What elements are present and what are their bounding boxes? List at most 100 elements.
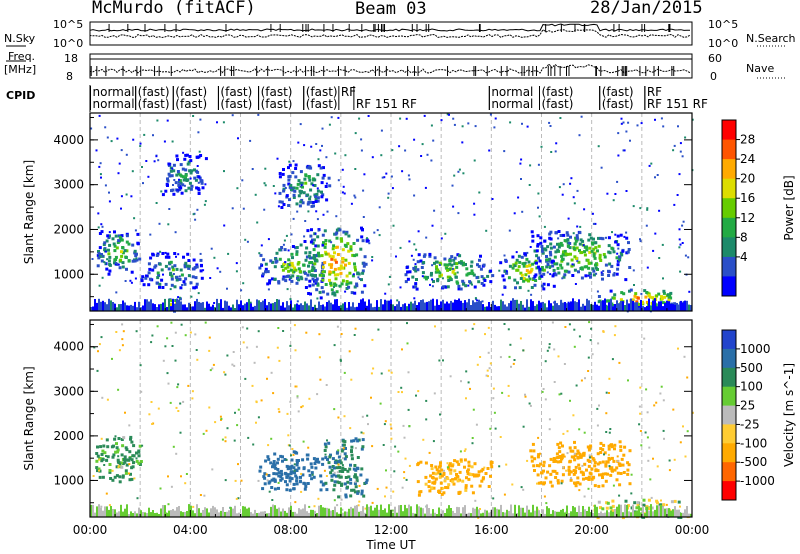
velocity-pixel [613, 447, 616, 451]
power-pixel [433, 261, 436, 265]
velocity-noise-pixel [415, 394, 417, 397]
power-pixel [339, 271, 343, 275]
power-noise-pixel [597, 145, 600, 148]
x-tick-label: 08:00 [273, 523, 308, 537]
velocity-ground-pixel [632, 504, 634, 517]
velocity-pixel [310, 477, 314, 481]
power-pixel [313, 178, 317, 182]
velocity-pixel [267, 457, 271, 461]
power-pixel [600, 273, 604, 276]
velocity-noise-pixel [191, 390, 194, 393]
velocity-noise-pixel [603, 453, 605, 456]
velocity-ground-pixel [208, 512, 210, 517]
velocity-pixel [360, 489, 364, 493]
power-noise-pixel [407, 174, 410, 177]
power-ground-pixel [204, 307, 206, 311]
power-pixel [304, 258, 308, 262]
cpid-label: (fast) [175, 97, 207, 111]
power-noise-pixel [391, 187, 394, 190]
power-ground-pixel [654, 298, 656, 311]
power-pixel [663, 295, 667, 299]
power-noise-pixel [159, 250, 162, 253]
velocity-noise-pixel [660, 385, 663, 388]
velocity-ground-pixel [134, 511, 136, 517]
power-ground-pixel [486, 306, 488, 311]
power-ground-pixel [440, 301, 442, 311]
power-noise-pixel [530, 293, 533, 296]
velocity-noise-pixel [463, 450, 466, 452]
power-ground-pixel [582, 303, 584, 311]
power-pixel [475, 276, 479, 280]
power-ground-pixel [404, 303, 406, 311]
power-pixel [328, 270, 332, 274]
power-pixel [173, 252, 177, 255]
velocity-pixel [287, 465, 291, 469]
power-ground-pixel [666, 300, 668, 311]
velocity-noise-pixel [219, 415, 222, 418]
velocity-pixel [561, 444, 564, 448]
power-pixel [145, 274, 148, 278]
power-pixel [552, 284, 556, 288]
power-pixel [100, 259, 104, 263]
velocity-noise-pixel [135, 330, 138, 333]
velocity-pixel [428, 489, 432, 493]
power-noise-pixel [561, 193, 564, 196]
velocity-noise-pixel [382, 444, 385, 446]
power-pixel [180, 174, 184, 178]
power-noise-pixel [580, 115, 583, 118]
velocity-noise-pixel [663, 437, 665, 440]
velocity-noise-pixel [380, 372, 383, 375]
panel-frames [6, 21, 786, 79]
power-ground-pixel [678, 304, 680, 311]
velocity-noise-pixel [302, 440, 305, 443]
velocity-ground-pixel [470, 513, 472, 517]
power-ground-pixel [284, 307, 286, 311]
velocity-pixel [120, 453, 124, 457]
power-pixel [329, 283, 333, 287]
power-pixel [568, 246, 572, 250]
power-colorbar-swatch [722, 139, 736, 160]
velocity-noise-pixel [159, 487, 162, 490]
power-pixel [281, 277, 285, 281]
velocity-noise-pixel [545, 502, 548, 505]
velocity-ground-pixel [638, 505, 640, 517]
power-pixel [317, 254, 321, 258]
velocity-noise-pixel [295, 385, 298, 388]
power-pixel [592, 247, 596, 251]
velocity-ground-pixel [380, 504, 382, 517]
power-noise-pixel [115, 291, 118, 294]
power-pixel [181, 183, 185, 187]
velocity-pixel [328, 465, 332, 469]
velocity-ground-pixel [688, 513, 690, 517]
power-pixel [572, 247, 576, 251]
power-noise-pixel [204, 200, 207, 203]
power-pixel [148, 267, 152, 271]
power-pixel [287, 204, 291, 207]
power-pixel [560, 266, 564, 270]
velocity-ground-pixel [604, 512, 606, 517]
power-pixel [525, 278, 528, 282]
velocity-pixel [530, 459, 534, 463]
velocity-noise-pixel [565, 469, 568, 472]
power-ground-pixel [484, 306, 486, 311]
power-pixel [278, 175, 282, 179]
power-pixel [342, 230, 346, 234]
power-pixel [349, 247, 353, 251]
power-pixel [538, 271, 542, 275]
power-noise-pixel [338, 284, 341, 287]
power-noise-pixel [283, 239, 286, 242]
power-pixel [631, 298, 635, 302]
velocity-noise-pixel [563, 363, 566, 365]
velocity-noise-pixel [597, 342, 600, 345]
velocity-ground-pixel [564, 512, 566, 517]
velocity-ground-pixel [386, 512, 388, 517]
power-ground-pixel [336, 299, 338, 311]
velocity-ground-pixel [262, 511, 264, 517]
velocity-pixel [560, 457, 563, 460]
velocity-pixel [490, 465, 494, 469]
velocity-noise-pixel [541, 390, 544, 393]
power-pixel [98, 246, 102, 250]
power-ground-pixel [488, 302, 490, 311]
velocity-pixel [295, 479, 299, 483]
velocity-noise-pixel [341, 464, 344, 467]
